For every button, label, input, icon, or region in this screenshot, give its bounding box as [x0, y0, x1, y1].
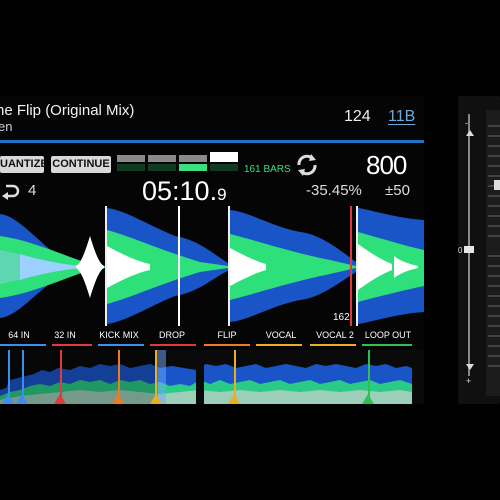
beat-marker-1 [105, 206, 107, 326]
overview-marker-3 [60, 350, 62, 404]
cue-label-1[interactable]: 64 IN [8, 330, 30, 340]
overview-marker-4 [118, 350, 120, 404]
track-bpm: 124 [344, 108, 371, 125]
overview-marker-6 [234, 350, 236, 404]
beat-marker-3 [356, 206, 358, 326]
overview-gap [196, 350, 204, 404]
pitch-fader[interactable]: - + 0 [458, 96, 500, 404]
fader-down-arrow-icon [466, 364, 474, 370]
overview-cue-triangle-2 [16, 394, 28, 404]
track-overview[interactable] [0, 350, 424, 404]
tempo-display: 800 [366, 150, 407, 180]
playhead [178, 206, 180, 326]
cue-label-4[interactable]: DROP [158, 330, 185, 340]
time-main: 05:10. [142, 176, 218, 206]
cue-label-2[interactable]: 32 IN [54, 330, 76, 340]
svg-text:0: 0 [458, 246, 463, 255]
overview-cue-triangle-1 [2, 394, 14, 404]
track-key[interactable]: 11B [388, 108, 416, 125]
overview-marker-5 [155, 350, 157, 404]
time-fraction: 9 [217, 185, 227, 204]
loop-icon [2, 184, 20, 200]
svg-text:-: - [465, 118, 468, 128]
waveform-display[interactable]: 162 [0, 206, 424, 326]
track-title: he Flip (Original Mix) [0, 102, 135, 119]
overview-cue-triangle-4 [112, 394, 124, 404]
overview-cue-triangle-6 [228, 394, 240, 404]
beat-bars-indicator [117, 152, 241, 173]
overview-cue-triangle-7 [362, 394, 374, 404]
cue-line-7 [310, 344, 356, 346]
loop-marker [350, 206, 352, 326]
fader-up-arrow-icon [466, 130, 474, 136]
cue-label-3[interactable]: KICK MIX [99, 330, 139, 340]
quantize-button[interactable]: UANTIZE [0, 156, 48, 173]
overview-marker-2 [22, 350, 24, 404]
overview-cue-triangle-3 [54, 394, 66, 404]
cue-label-7[interactable]: VOCAL 2 [316, 330, 354, 340]
beat-bar-3-top [179, 155, 207, 162]
loop-count: 4 [28, 182, 37, 199]
overview-wave-white [0, 390, 412, 404]
cue-label-5[interactable]: FLIP [217, 330, 237, 340]
beat-marker-2 [228, 206, 230, 326]
beat-bar-4 [210, 164, 238, 171]
cue-line-4 [150, 344, 196, 346]
pitch-range: ±50 [385, 182, 410, 199]
beat-bar-3 [179, 164, 207, 171]
fader-handle [464, 246, 474, 253]
beat-bar-4-top [210, 152, 238, 162]
svg-text:+: + [466, 376, 471, 386]
continue-button[interactable]: CONTINUE [51, 156, 111, 173]
cue-line-2 [52, 344, 92, 346]
overview-marker-1 [8, 350, 10, 404]
cue-line-6 [256, 344, 302, 346]
cue-label-8[interactable]: LOOP OUT [364, 330, 412, 340]
bars-label: 161 BARS [244, 164, 291, 175]
bar-marker-label: 162 [333, 312, 350, 323]
track-artist: en [0, 119, 13, 134]
pitch-percent: -35.45% [306, 182, 362, 199]
cue-line-1 [0, 344, 46, 346]
beat-bar-2-top [148, 155, 176, 162]
beat-bar-2 [148, 164, 176, 171]
cue-label-6[interactable]: VOCAL [265, 330, 297, 340]
cue-line-8 [362, 344, 412, 346]
jog-marker [494, 180, 500, 190]
overview-marker-7 [368, 350, 370, 404]
beat-bar-1 [117, 164, 145, 171]
overview-playhead [156, 350, 166, 404]
waveform-segments [0, 208, 424, 324]
overview-played-region [0, 350, 158, 404]
overview-cue-triangle-5 [150, 394, 162, 404]
header-divider [0, 140, 424, 143]
deck-screen: he Flip (Original Mix) en 124 11B UANTIZ… [0, 96, 424, 404]
cue-line-3 [98, 344, 144, 346]
sync-icon[interactable] [294, 152, 320, 178]
pitch-fader-panel: - + 0 [458, 96, 500, 404]
cue-line-5 [204, 344, 250, 346]
beat-bar-1-top [117, 155, 145, 162]
elapsed-time: 05:10.9 [142, 176, 227, 207]
